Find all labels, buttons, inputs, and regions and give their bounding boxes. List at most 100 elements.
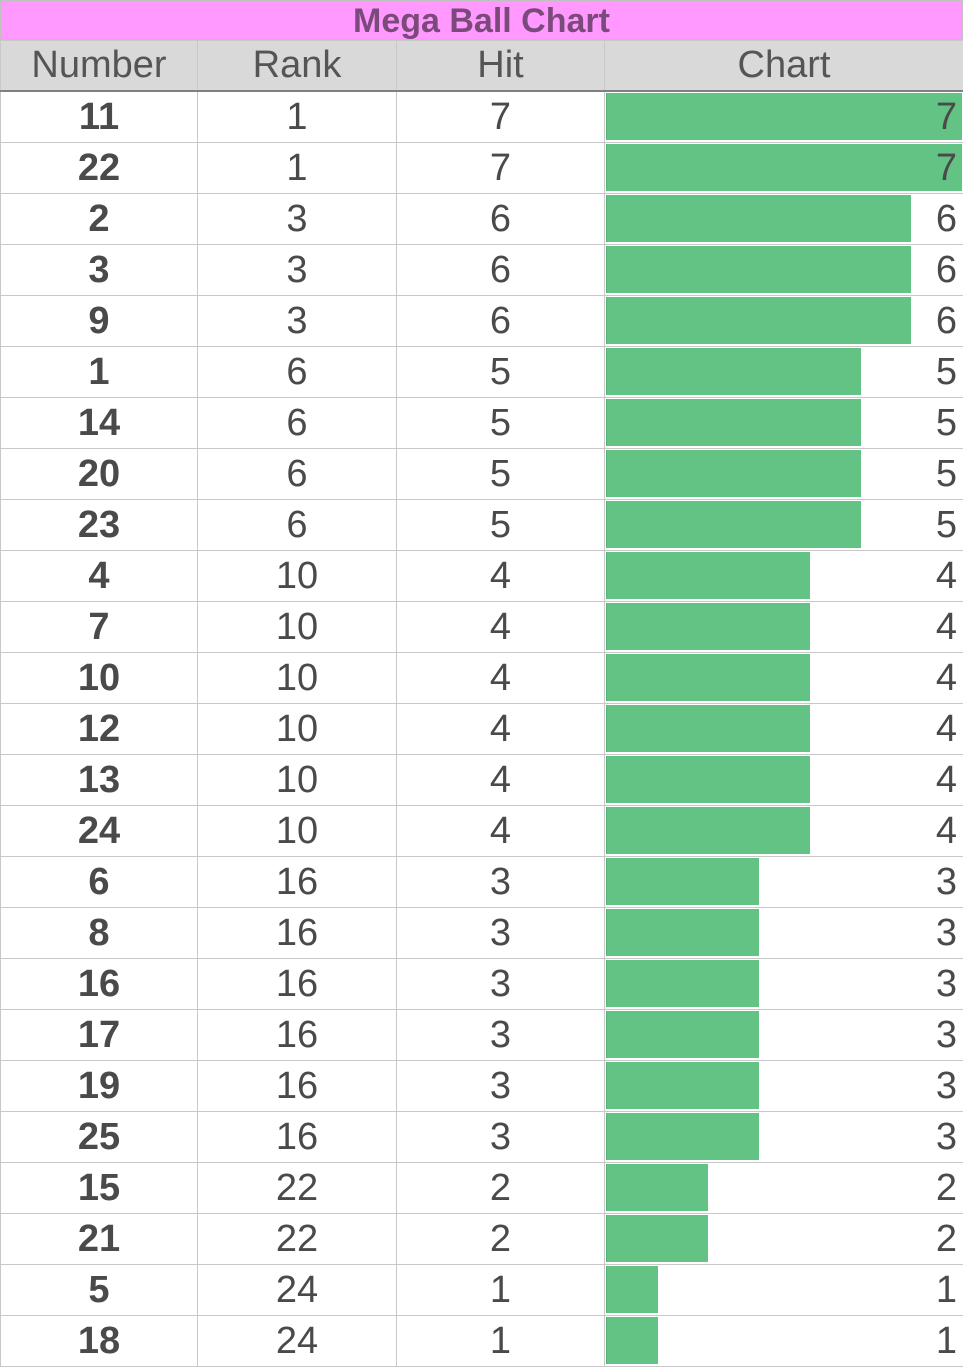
cell-hit: 3 [397,1010,605,1061]
cell-number: 22 [1,143,198,194]
cell-number: 24 [1,806,198,857]
cell-rank: 3 [198,245,397,296]
cell-hit: 6 [397,194,605,245]
cell-hit: 6 [397,245,605,296]
cell-chart: 3 [605,959,963,1010]
cell-hit: 3 [397,908,605,959]
cell-hit: 4 [397,704,605,755]
cell-rank: 1 [198,143,397,194]
column-header-rank[interactable]: Rank [198,41,397,92]
cell-chart: 3 [605,908,963,959]
data-bar-label: 3 [936,1010,957,1060]
cell-rank: 10 [198,551,397,602]
cell-chart: 5 [605,398,963,449]
cell-hit: 6 [397,296,605,347]
cell-rank: 10 [198,653,397,704]
data-bar [606,144,962,191]
cell-hit: 2 [397,1214,605,1265]
data-bar [606,807,810,854]
cell-rank: 22 [198,1163,397,1214]
cell-chart: 2 [605,1214,963,1265]
cell-rank: 22 [198,1214,397,1265]
cell-chart: 4 [605,704,963,755]
cell-hit: 5 [397,398,605,449]
data-bar [606,450,861,497]
cell-hit: 3 [397,1112,605,1163]
data-bar [606,603,810,650]
cell-hit: 4 [397,602,605,653]
cell-number: 9 [1,296,198,347]
cell-number: 16 [1,959,198,1010]
cell-number: 15 [1,1163,198,1214]
cell-hit: 4 [397,806,605,857]
data-bar [606,501,861,548]
data-bar-label: 4 [936,755,957,805]
data-bar [606,93,962,140]
cell-number: 13 [1,755,198,806]
data-bar-label: 5 [936,398,957,448]
cell-chart: 6 [605,245,963,296]
data-bar [606,399,861,446]
data-bar [606,1062,759,1109]
cell-number: 21 [1,1214,198,1265]
data-bar-label: 1 [936,1316,957,1366]
data-bar [606,1266,658,1313]
data-bar [606,1113,759,1160]
cell-number: 3 [1,245,198,296]
data-bar-label: 3 [936,1112,957,1162]
cell-number: 23 [1,500,198,551]
cell-chart: 3 [605,857,963,908]
data-bar-label: 7 [936,92,957,142]
data-bar [606,960,759,1007]
cell-rank: 6 [198,347,397,398]
cell-rank: 16 [198,908,397,959]
data-bar-label: 5 [936,347,957,397]
cell-hit: 4 [397,551,605,602]
cell-number: 5 [1,1265,198,1316]
chart-title: Mega Ball Chart [0,0,963,40]
cell-number: 8 [1,908,198,959]
data-bar [606,705,810,752]
data-bar [606,1215,708,1262]
data-bar-label: 3 [936,959,957,1009]
cell-number: 25 [1,1112,198,1163]
data-bar-label: 4 [936,551,957,601]
cell-rank: 1 [198,91,397,143]
cell-number: 19 [1,1061,198,1112]
cell-hit: 3 [397,857,605,908]
data-bar-label: 5 [936,500,957,550]
cell-rank: 6 [198,398,397,449]
cell-chart: 3 [605,1010,963,1061]
cell-hit: 4 [397,653,605,704]
data-bar-label: 5 [936,449,957,499]
cell-number: 10 [1,653,198,704]
column-header-hit[interactable]: Hit [397,41,605,92]
cell-rank: 16 [198,959,397,1010]
cell-rank: 10 [198,704,397,755]
cell-number: 14 [1,398,198,449]
cell-chart: 4 [605,755,963,806]
column-header-number[interactable]: Number [1,41,198,92]
column-header-chart[interactable]: Chart [605,41,963,92]
cell-chart: 1 [605,1265,963,1316]
cell-rank: 6 [198,500,397,551]
data-bar-label: 4 [936,602,957,652]
data-bar-label: 2 [936,1163,957,1213]
cell-chart: 4 [605,806,963,857]
header-row: Number Rank Hit Chart [1,41,963,92]
